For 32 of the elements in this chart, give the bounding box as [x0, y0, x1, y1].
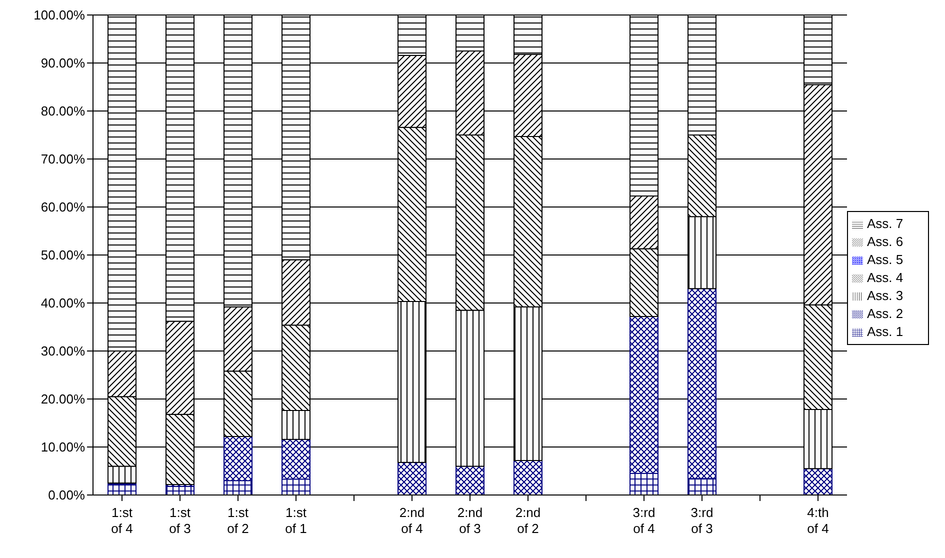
y-tick-label: 80.00%: [40, 104, 86, 119]
legend-label: Ass. 4: [867, 270, 904, 285]
x-tick-label: 3:rd of 4: [632, 505, 656, 536]
y-tick-label: 60.00%: [40, 200, 86, 215]
legend-label: Ass. 2: [867, 306, 904, 321]
y-tick-label: 20.00%: [40, 392, 86, 407]
x-tick-label: 4:th of 4: [807, 505, 829, 536]
x-tick-label: 2:nd of 3: [457, 505, 483, 536]
x-tick-label: 1:st of 1: [285, 505, 307, 536]
y-tick-label: 40.00%: [40, 296, 86, 311]
x-tick-label: 3:rd of 3: [690, 505, 714, 536]
x-tick-label: 1:st of 2: [227, 505, 249, 536]
x-tick-label: 1:st of 3: [169, 505, 191, 536]
legend-label: Ass. 1: [867, 324, 904, 339]
y-tick-label: 10.00%: [40, 440, 86, 455]
bar: [514, 460, 542, 495]
bar: [456, 466, 484, 495]
y-tick-label: 100.00%: [34, 8, 86, 23]
legend-label: Ass. 5: [867, 252, 904, 267]
legend-label: Ass. 6: [867, 234, 904, 249]
y-tick-label: 90.00%: [40, 56, 86, 71]
bar: [398, 462, 426, 495]
y-tick-label: 70.00%: [40, 152, 86, 167]
x-tick-label: 2:nd of 4: [399, 505, 425, 536]
legend-label: Ass. 3: [867, 288, 904, 303]
y-tick-label: 30.00%: [40, 344, 86, 359]
bar: [804, 468, 832, 495]
legend-label: Ass. 7: [867, 216, 904, 231]
x-tick-label: 2:nd of 2: [515, 505, 541, 536]
x-tick-label: 1:st of 4: [111, 505, 133, 536]
y-tick-label: 0.00%: [48, 488, 86, 503]
y-tick-label: 50.00%: [40, 248, 86, 263]
